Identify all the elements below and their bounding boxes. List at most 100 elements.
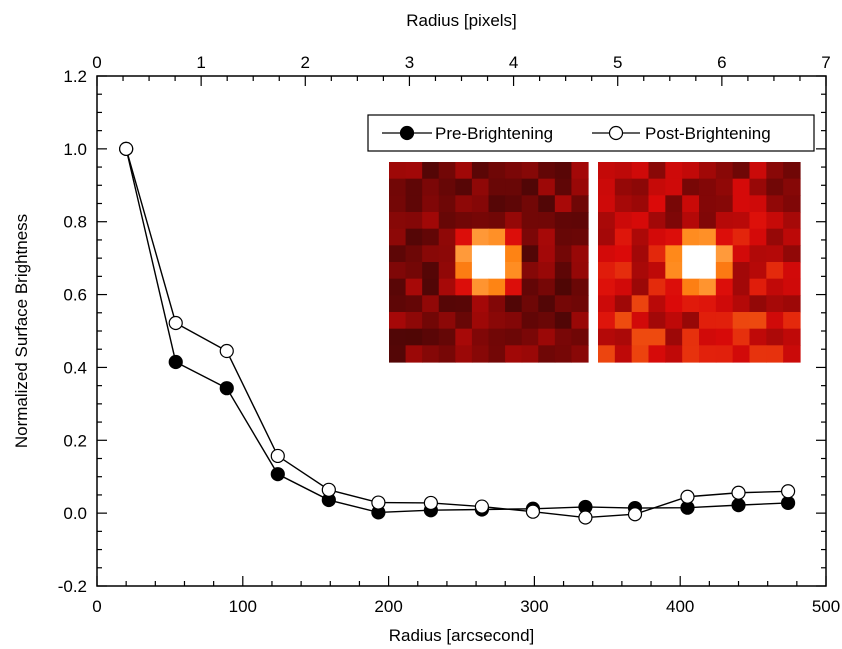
inset-pixel <box>438 328 456 346</box>
inset-pixel <box>389 162 407 180</box>
inset-pixel <box>571 228 589 246</box>
inset-pixel <box>648 345 666 363</box>
inset-pixel <box>422 228 440 246</box>
inset-pixel <box>699 195 717 213</box>
inset-pixel <box>732 195 751 213</box>
inset-pixel <box>732 328 751 346</box>
inset-pixel <box>665 212 683 230</box>
inset-pixel <box>438 278 456 296</box>
post-brightening-point <box>578 510 593 525</box>
inset-pixel <box>682 245 700 263</box>
inset-images <box>389 162 801 363</box>
inset-pixel <box>732 162 751 180</box>
inset-pixel <box>438 178 456 196</box>
inset-pixel <box>405 162 423 180</box>
inset-pixel <box>598 178 616 196</box>
inset-pixel <box>405 328 423 346</box>
inset-pixel <box>783 278 801 296</box>
inset-pixel <box>422 245 440 263</box>
inset-pixel <box>749 228 767 246</box>
inset-pixel <box>732 262 751 280</box>
inset-pixel <box>521 245 539 263</box>
post-brightening-point <box>371 495 386 510</box>
x-top-tick-label: 5 <box>613 53 622 72</box>
inset-pixel <box>438 212 456 230</box>
inset-pixel <box>766 245 784 263</box>
inset-pixel <box>422 262 440 280</box>
inset-pixel <box>505 262 523 280</box>
x-top-axis-title: Radius [pixels] <box>406 11 517 30</box>
inset-pixel <box>665 345 683 363</box>
inset-pixel <box>665 178 683 196</box>
inset-pixel <box>554 312 573 330</box>
inset-pixel <box>471 195 490 213</box>
inset-pixel <box>521 195 539 213</box>
x-tick-label: 300 <box>520 597 548 616</box>
y-tick-label: 0.0 <box>63 504 87 523</box>
inset-pixel <box>389 212 407 230</box>
inset-pixel <box>699 228 717 246</box>
inset-pixel <box>521 228 539 246</box>
inset-pixel <box>766 195 784 213</box>
inset-pixel <box>471 345 490 363</box>
inset-pixel <box>488 328 506 346</box>
inset-pixel <box>699 295 717 313</box>
inset-pixel <box>505 195 523 213</box>
inset-pixel <box>422 278 440 296</box>
inset-pixel <box>389 345 407 363</box>
inset-pixel <box>732 228 751 246</box>
x-tick-label: 400 <box>666 597 694 616</box>
inset-pixel <box>766 178 784 196</box>
inset-pixel <box>422 312 440 330</box>
inset-pixel <box>648 178 666 196</box>
inset-pixel <box>682 262 700 280</box>
post-brightening-point <box>627 507 643 522</box>
inset-pixel <box>505 278 523 296</box>
inset-pixel <box>648 312 666 330</box>
inset-pixel <box>631 162 650 180</box>
inset-pixel <box>648 245 666 263</box>
inset-pixel <box>783 228 801 246</box>
inset-pixel <box>749 178 767 196</box>
inset-pixel <box>682 228 700 246</box>
inset-pixel <box>571 195 589 213</box>
inset-pixel <box>665 328 683 346</box>
inset-pixel <box>405 212 423 230</box>
inset-pixel <box>471 295 490 313</box>
inset-pixel <box>438 162 456 180</box>
pre-brightening-line <box>125 148 789 514</box>
inset-pixel <box>471 312 490 330</box>
inset-pixel <box>389 178 407 196</box>
inset-pixel <box>648 328 666 346</box>
y-tick-label: 0.4 <box>63 358 87 377</box>
inset-pixel <box>783 262 801 280</box>
inset-pixel <box>783 312 801 330</box>
inset-pixel <box>554 195 573 213</box>
inset-pixel <box>614 245 633 263</box>
inset-pixel <box>766 262 784 280</box>
inset-pixel <box>571 278 589 296</box>
inset-pixel <box>699 162 717 180</box>
inset-pixel <box>614 278 633 296</box>
inset-pixel <box>598 328 616 346</box>
inset-pixel <box>699 328 717 346</box>
inset-pixel <box>488 262 506 280</box>
inset-pixel <box>488 245 506 263</box>
inset-pixel <box>631 312 650 330</box>
post-brightening-point <box>780 484 796 499</box>
inset-pixel <box>682 195 700 213</box>
inset-pixel <box>614 262 633 280</box>
inset-pixel <box>699 312 717 330</box>
inset-pixel <box>699 245 717 263</box>
inset-pixel <box>488 295 506 313</box>
inset-pixel <box>631 278 650 296</box>
inset-pixel <box>598 245 616 263</box>
inset-pixel <box>614 328 633 346</box>
inset-pixel <box>405 295 423 313</box>
legend: Pre-Brightening Post-Brightening <box>367 114 815 152</box>
inset-pixel <box>521 295 539 313</box>
inset-pixel <box>471 328 490 346</box>
inset-pixel <box>783 328 801 346</box>
inset-pixel <box>631 228 650 246</box>
inset-pixel <box>521 262 539 280</box>
